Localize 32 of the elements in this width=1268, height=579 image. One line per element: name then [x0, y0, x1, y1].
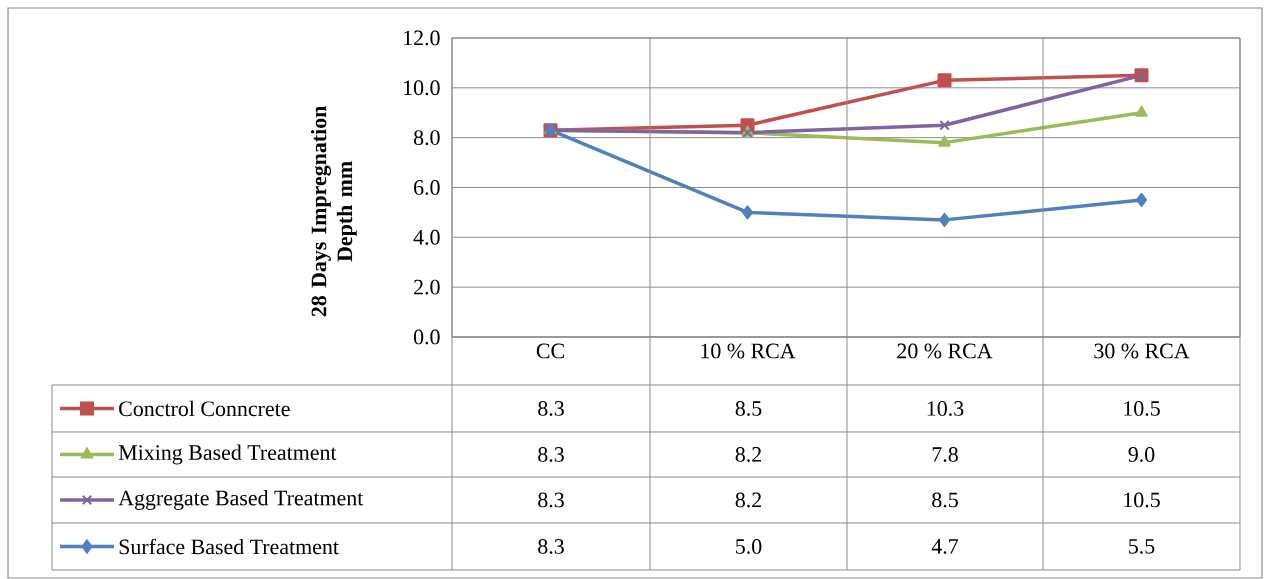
data-label: 7.8 [932, 447, 958, 462]
y-tick-label: 0.0 [413, 329, 440, 345]
y-tick-label: 8.0 [413, 130, 440, 146]
x-tick-label: 30 % RCA [1094, 343, 1190, 359]
x-tick-label: 10 % RCA [701, 343, 796, 359]
y-axis-title: 28 Days Impregnation Depth mm [310, 105, 357, 317]
y-tick-label: 2.0 [414, 279, 440, 295]
legend-label: Conctrol Conncrete [119, 400, 290, 417]
data-label: 10.5 [1124, 492, 1160, 508]
data-label: 8.3 [538, 447, 564, 462]
legend-label: Mixing Based Treatment [118, 444, 337, 465]
data-label: 9.0 [1128, 447, 1155, 462]
data-label: 8.5 [735, 401, 762, 416]
legend-label: Aggregate Based Treatment [118, 490, 364, 510]
data-label: 8.3 [538, 492, 564, 508]
data-label: 8.2 [735, 492, 761, 508]
data-label: 4.7 [931, 539, 959, 554]
y-tick-label: 4.0 [413, 229, 440, 245]
data-label: 5.0 [736, 539, 762, 554]
data-label: 8.2 [735, 447, 761, 462]
y-tick-label: 6.0 [414, 180, 440, 195]
data-label: 10.3 [927, 401, 964, 416]
x-tick-label: CC [536, 343, 564, 359]
y-tick-label: 12.0 [404, 30, 440, 46]
data-label: 8.3 [538, 539, 564, 554]
y-tick-label: 10.0 [404, 80, 440, 96]
data-label: 10.5 [1124, 401, 1160, 416]
data-label: 8.5 [932, 492, 958, 508]
legend-label: Surface Based Treatment [119, 538, 339, 555]
data-label: 8.3 [538, 401, 564, 416]
data-label: 5.5 [1129, 539, 1155, 554]
x-tick-label: 20 % RCA [897, 343, 993, 359]
